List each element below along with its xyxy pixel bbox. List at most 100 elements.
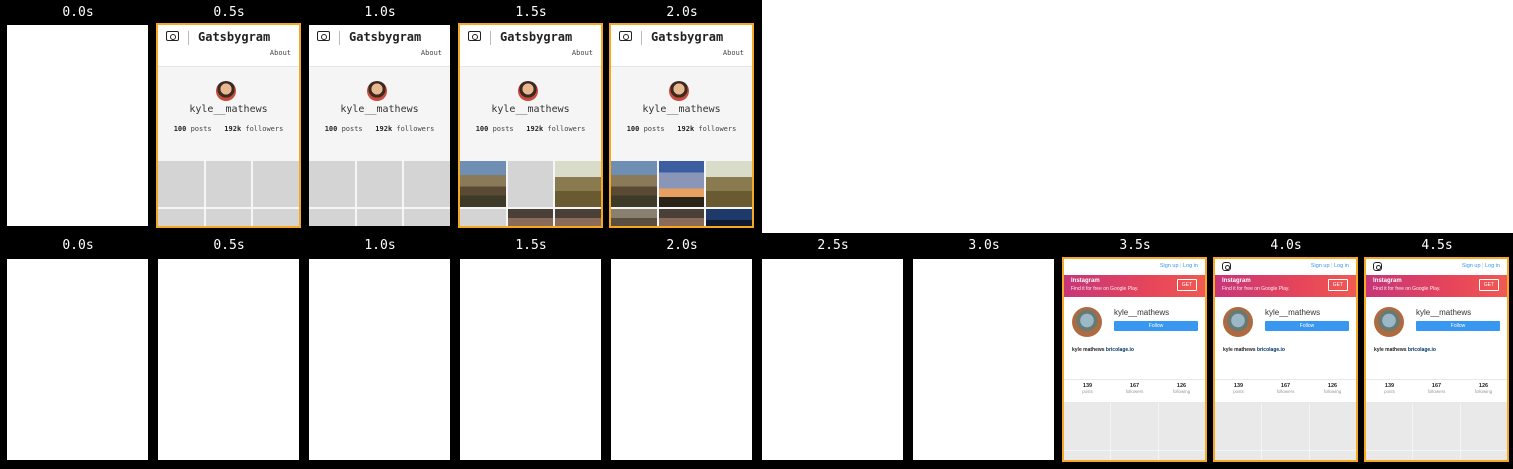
stat-followers[interactable]: 167 followers	[1413, 380, 1460, 402]
photo-tile[interactable]	[253, 161, 299, 207]
stat-following[interactable]: 126 following	[1460, 380, 1507, 402]
photo-tile[interactable]	[1262, 403, 1309, 450]
photo-tile[interactable]	[507, 209, 554, 226]
photo-tile[interactable]	[1309, 451, 1356, 460]
app-title[interactable]: Gatsbygram	[651, 30, 724, 44]
photo-tile[interactable]	[1111, 403, 1158, 450]
follow-button[interactable]: Follow	[1265, 321, 1349, 331]
posts-count: 100	[173, 125, 187, 133]
camera-icon[interactable]	[166, 31, 179, 41]
stat-followers[interactable]: 167 followers	[1262, 380, 1309, 402]
frame-timestamp: 2.5s	[817, 238, 849, 253]
profile-stats: 100 posts 192k followers	[460, 125, 601, 133]
photo-tile[interactable]	[460, 209, 506, 226]
get-button[interactable]: GET	[1176, 279, 1197, 291]
sign-up-link[interactable]: Sign up	[1461, 263, 1481, 269]
photo-tile[interactable]	[356, 161, 403, 207]
stat-count: 126	[1478, 383, 1489, 389]
username: kyle__mathews	[1416, 308, 1472, 317]
photo-tile[interactable]	[404, 209, 450, 226]
stat-following[interactable]: 126 following	[1309, 380, 1356, 402]
photo-grid	[1064, 403, 1205, 460]
photo-tile[interactable]	[309, 161, 355, 207]
instagram-frame	[309, 259, 450, 460]
photo-tile[interactable]	[658, 209, 705, 226]
get-button[interactable]: GET	[1327, 279, 1348, 291]
posts-label: posts	[492, 125, 514, 133]
photo-tile[interactable]	[1366, 403, 1413, 450]
stat-posts[interactable]: 139 posts	[1215, 380, 1262, 402]
log-in-link[interactable]: Log in	[1183, 263, 1198, 269]
follow-button[interactable]: Follow	[1114, 321, 1198, 331]
frame-timestamp: 4.5s	[1421, 238, 1453, 253]
photo-tile[interactable]	[1413, 451, 1460, 460]
banner-title: Instagram	[1222, 278, 1251, 284]
photo-tile[interactable]	[658, 161, 705, 207]
instagram-logo-icon[interactable]	[1222, 262, 1231, 271]
photo-tile[interactable]	[1413, 403, 1460, 450]
username: kyle__mathews	[1265, 308, 1321, 317]
log-in-link[interactable]: Log in	[1485, 263, 1500, 269]
photo-tile[interactable]	[1460, 451, 1507, 460]
photo-tile[interactable]	[507, 161, 554, 207]
bio-link[interactable]: bricolage.io	[1407, 347, 1436, 353]
photo-tile[interactable]	[611, 209, 657, 226]
photo-tile[interactable]	[1215, 451, 1262, 460]
followers-label: followers	[396, 125, 435, 133]
photo-tile[interactable]	[205, 209, 252, 226]
get-button[interactable]: GET	[1478, 279, 1499, 291]
camera-icon[interactable]	[317, 31, 330, 41]
photo-tile[interactable]	[555, 161, 601, 207]
log-in-link[interactable]: Log in	[1334, 263, 1349, 269]
photo-tile[interactable]	[404, 161, 450, 207]
about-link[interactable]: About	[420, 49, 442, 57]
stat-label: following	[1172, 389, 1191, 394]
photo-tile[interactable]	[555, 209, 601, 226]
about-link[interactable]: About	[722, 49, 744, 57]
photo-tile[interactable]	[460, 161, 506, 207]
photo-tile[interactable]	[1064, 403, 1111, 450]
stat-followers[interactable]: 167 followers	[1111, 380, 1158, 402]
photo-tile[interactable]	[158, 161, 204, 207]
photo-tile[interactable]	[1309, 403, 1356, 450]
profile-stats: 100 posts 192k followers	[611, 125, 752, 133]
stat-posts[interactable]: 139 posts	[1366, 380, 1413, 402]
bio-link[interactable]: bricolage.io	[1105, 347, 1134, 353]
app-title[interactable]: Gatsbygram	[198, 30, 271, 44]
photo-tile[interactable]	[1158, 451, 1205, 460]
photo-tile[interactable]	[158, 209, 204, 226]
stat-following[interactable]: 126 following	[1158, 380, 1205, 402]
photo-tile[interactable]	[356, 209, 403, 226]
photo-tile[interactable]	[1460, 403, 1507, 450]
photo-tile[interactable]	[1111, 451, 1158, 460]
stat-label: followers	[1125, 389, 1144, 394]
app-title[interactable]: Gatsbygram	[349, 30, 422, 44]
bio-name: kyle mathews	[1223, 347, 1256, 353]
photo-tile[interactable]	[611, 161, 657, 207]
camera-icon[interactable]	[619, 31, 632, 41]
photo-tile[interactable]	[706, 161, 752, 207]
sign-up-link[interactable]: Sign up	[1159, 263, 1179, 269]
photo-tile[interactable]	[1215, 403, 1262, 450]
sign-up-link[interactable]: Sign up	[1310, 263, 1330, 269]
photo-tile[interactable]	[706, 209, 752, 226]
instagram-logo-icon[interactable]	[1373, 262, 1382, 271]
followers-label: followers	[547, 125, 586, 133]
follow-button[interactable]: Follow	[1416, 321, 1500, 331]
photo-tile[interactable]	[253, 209, 299, 226]
stat-posts[interactable]: 139 posts	[1064, 380, 1111, 402]
bio-link[interactable]: bricolage.io	[1256, 347, 1285, 353]
photo-tile[interactable]	[1262, 451, 1309, 460]
app-title[interactable]: Gatsbygram	[500, 30, 573, 44]
photo-tile[interactable]	[1064, 451, 1111, 460]
photo-tile[interactable]	[1158, 403, 1205, 450]
photo-tile[interactable]	[205, 161, 252, 207]
camera-icon[interactable]	[468, 31, 481, 41]
top-bar: Sign up | Log in	[1366, 259, 1507, 275]
about-link[interactable]: About	[571, 49, 593, 57]
photo-tile[interactable]	[309, 209, 355, 226]
username: kyle__mathews	[491, 104, 570, 115]
stat-count: 167	[1129, 383, 1140, 389]
photo-tile[interactable]	[1366, 451, 1413, 460]
about-link[interactable]: About	[269, 49, 291, 57]
